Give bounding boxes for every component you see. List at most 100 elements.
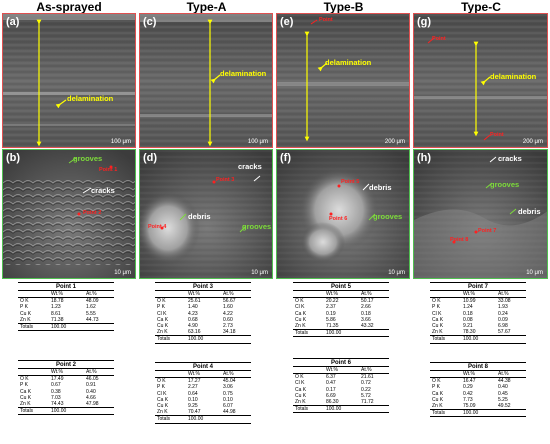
table-cell: P K [20,304,28,311]
table-row-totals: Totals 100.00 [155,335,251,344]
table-cell: 0.60 [223,316,233,323]
annotation-point5-f: Point 5 [341,179,360,185]
table-row: O K 20.22 50.17 [293,298,389,305]
sem-image-c [140,14,272,147]
panel-label-c: (c) [143,16,157,28]
sem-image-a [3,14,135,147]
table-cell: 46.05 [86,376,99,383]
sem-image-g [414,14,547,147]
table-cell: 44.38 [498,378,511,385]
table-cell [359,329,389,338]
sem-panel-f: (f) Point 5 debris Point 6 grooves 10 μm [276,149,410,279]
table-cell: 63.16 [187,329,201,336]
table-cell: 0.24 [498,310,508,317]
table-cell: 0.40 [498,384,508,391]
annotation-point6-f: Point 6 [329,216,348,222]
scale-bar-b: 10 μm [114,270,131,276]
table-cell: 1.24 [462,304,473,311]
annotation-debris-d: debris [188,212,211,221]
table-cell [84,323,114,332]
annotation-point8-h: Point 8 [450,237,469,243]
table-cell: 0.68 [187,316,198,323]
table-cell: 0.91 [86,382,96,389]
table-cell: 0.29 [462,384,473,391]
table-caption: Point 3 [155,282,251,291]
table-caption: Point 4 [155,362,251,371]
table-row: P K 2.27 3.06 [155,384,251,390]
table-cell [359,405,389,414]
table-header-element [293,366,324,375]
annotation-grooves-d: grooves [242,222,272,231]
scale-bar-h: 10 μm [526,270,543,276]
table-cell: Totals [18,407,49,416]
table-cell: Zn K [20,316,31,323]
table-header-wt: Wt.% [185,370,221,379]
table-row: Cl K 2.37 2.66 [293,304,389,310]
table-row: Cu K 9.25 6.07 [155,403,251,409]
table-cell: 49.52 [498,403,511,410]
table-cell: 86.30 [325,399,339,406]
table-header-wt: Wt.% [460,290,496,299]
table-header-wt: Wt.% [48,290,84,299]
table-cell: 7.73 [462,396,473,403]
table-row: Zn K 71.35 43.32 [293,323,389,330]
eds-table-point1: Point 1 Wt.% At.% O K 18.78 48.09 P K 1.23 1.62 C… [18,282,114,332]
table-header-wt: Wt.% [323,290,359,299]
table-row: O K 25.61 56.67 [155,298,251,305]
table-cell: Ca K [432,316,444,323]
eds-table-point5: Point 5 Wt.% At.% O K 20.22 50.17 Cl K 2.37 2.66… [293,282,389,338]
table-cell [496,335,526,344]
table-cell: Totals [155,415,186,424]
table-row: Ca K 0.10 0.10 [155,397,251,403]
table-row: Zn K 74.43 47.98 [18,401,114,408]
table-row: Zn K 70.47 44.98 [155,409,251,416]
sem-panel-a: (a) delamination 100 μm [2,13,136,148]
sem-image-d [140,150,272,278]
sem-panel-c: (c) delamination 100 μm [139,13,273,148]
table-row: O K 16.47 44.38 [430,378,526,385]
table-row: P K 1.24 1.93 [430,304,526,310]
table-cell: Totals [155,335,186,344]
table-cell: 44.73 [86,316,99,323]
table-cell: 71.38 [50,316,64,323]
table-cell: 48.09 [86,298,99,305]
table-cell: Cl K [295,380,305,387]
table-cell: 0.72 [361,380,371,387]
scale-bar-f: 10 μm [388,270,405,276]
table-cell: 6.37 [325,374,336,381]
table-cell: 2.66 [361,304,371,311]
table-cell: Zn K [295,399,306,406]
table-cell: Zn K [295,323,306,330]
table-header-element [155,290,186,299]
table-row: Cl K 4.23 4.22 [155,311,251,317]
table-row-totals: Totals 100.00 [18,323,114,332]
table-row: Ca K 0.17 0.22 [293,387,389,393]
table-cell: 1.60 [223,304,233,311]
table-header-at: At.% [496,370,526,379]
table-cell: 100.00 [460,409,496,418]
table-row: P K 0.29 0.40 [430,384,526,390]
table-row: Ca K 0.38 0.40 [18,389,114,395]
annotation-grooves-f: grooves [373,212,403,221]
table-cell: 0.08 [462,316,473,323]
table-row-totals: Totals 100.00 [155,415,251,424]
table-cell: 56.67 [223,298,236,305]
table-cell: 8.61 [50,310,61,317]
table-row: Cu K 6.69 5.72 [293,393,389,399]
table-header-wt: Wt.% [460,370,496,379]
table-cell: Cu K [432,396,444,403]
table-cell: Totals [430,335,461,344]
table-cell: Cu K [295,316,307,323]
table-cell: 0.42 [462,390,473,397]
annotation-point-g-top: Point [432,36,446,42]
table-row-totals: Totals 100.00 [430,409,526,418]
table-cell: P K [432,304,440,311]
table-row: O K 17.27 45.04 [155,378,251,385]
table-caption: Point 7 [430,282,526,291]
scale-bar-e: 200 μm [384,139,405,145]
table-cell: Ca K [295,386,307,393]
table-header-element [430,370,461,379]
panel-label-b: (b) [6,152,21,164]
table-cell: 0.17 [325,386,336,393]
eds-table-point8: Point 8 Wt.% At.% O K 16.47 44.38 P K 0.29 0.40 C… [430,362,526,418]
